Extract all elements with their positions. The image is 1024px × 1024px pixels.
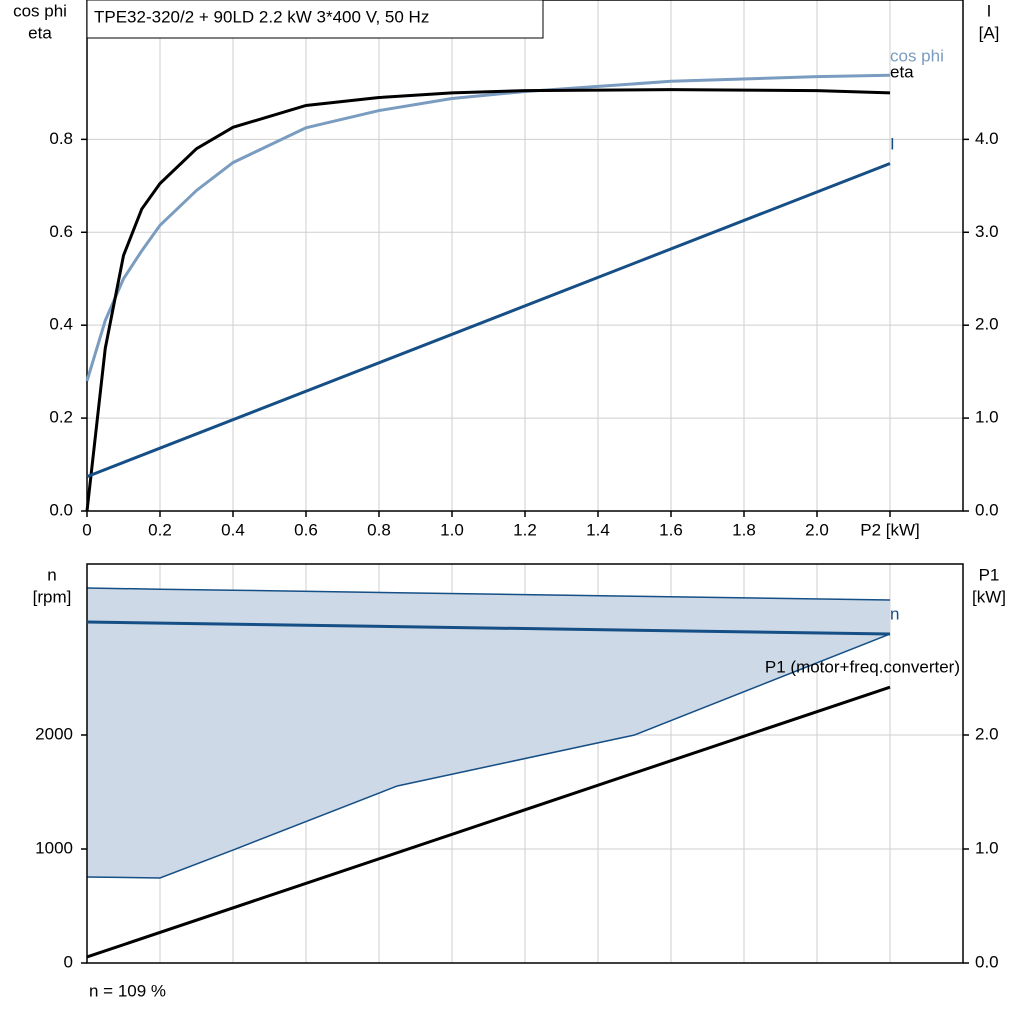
x-tick-label: 0 — [82, 520, 91, 539]
panel: n P1 (motor+freq.converter) 0 1000 2000 0.0 1.… — [33, 563, 1006, 1000]
x-tick-label: P2 [kW] — [860, 520, 920, 539]
y-axis-label: eta — [28, 23, 52, 42]
x-tick-label: 1.6 — [659, 520, 683, 539]
line — [86, 685, 891, 959]
line — [85, 88, 891, 512]
x-tick-label: 0.4 — [221, 520, 245, 539]
y2-axis-label: P1 — [979, 565, 1000, 584]
plot-frame — [86, 563, 964, 964]
y2-tick-label: 1.0 — [975, 408, 999, 427]
series-label: cos phi — [890, 46, 944, 65]
x-tick-label: 0.6 — [294, 520, 318, 539]
y-tick-label: 1000 — [35, 838, 73, 857]
x-tick-label: 0.8 — [367, 520, 391, 539]
y2-tick-label: 2.0 — [975, 315, 999, 334]
series-label: n — [890, 604, 899, 623]
y2-axis-label: I — [987, 1, 992, 20]
x-tick-label: 1.4 — [586, 520, 610, 539]
y-tick-label: 0.4 — [49, 315, 73, 334]
y-tick-label: 0.6 — [49, 222, 73, 241]
y-tick-label: 0.0 — [49, 500, 73, 519]
series-label: eta — [890, 62, 914, 81]
y2-tick-label: 0.0 — [975, 952, 999, 971]
title-box — [86, 0, 544, 39]
x-tick-label: 1.2 — [513, 520, 537, 539]
y2-tick-label: 2.0 — [975, 724, 999, 743]
series-label: I — [890, 134, 895, 153]
y-tick-label: 0.2 — [49, 408, 73, 427]
x-tick-label: 2.0 — [805, 520, 829, 539]
panel: cos phietaI0.00.20.40.60.80.01.02.03.04.… — [13, 0, 999, 539]
y2-tick-label: 1.0 — [975, 838, 999, 857]
y2-axis-label: [kW] — [972, 587, 1006, 606]
y-tick-label: 2000 — [35, 724, 73, 743]
band-upper — [86, 587, 891, 601]
band-lower — [86, 633, 891, 879]
y2-tick-label: 0.0 — [975, 500, 999, 519]
line — [86, 162, 891, 479]
x-tick-label: 1.8 — [732, 520, 756, 539]
x-tick-label: 1.0 — [440, 520, 464, 539]
band-area — [87, 588, 890, 878]
y2-tick-label: 3.0 — [975, 222, 999, 241]
y2-axis-label: [A] — [979, 23, 1000, 42]
x-tick-label: 0.2 — [148, 520, 172, 539]
footnote: n = 109 % — [89, 981, 166, 1000]
series-label: P1 (motor+freq.converter) — [765, 657, 960, 676]
y2-tick-label: 4.0 — [975, 129, 999, 148]
y-axis-label: cos phi — [13, 1, 67, 20]
line — [85, 73, 891, 382]
y-axis-label: n — [47, 565, 56, 584]
y-tick-label: 0.8 — [49, 129, 73, 148]
y-axis-label: [rpm] — [33, 587, 72, 606]
chart-title: TPE32-320/2 + 90LD 2.2 kW 3*400 V, 50 Hz — [94, 7, 429, 26]
y-tick-label: 0 — [64, 952, 73, 971]
line — [86, 620, 891, 636]
